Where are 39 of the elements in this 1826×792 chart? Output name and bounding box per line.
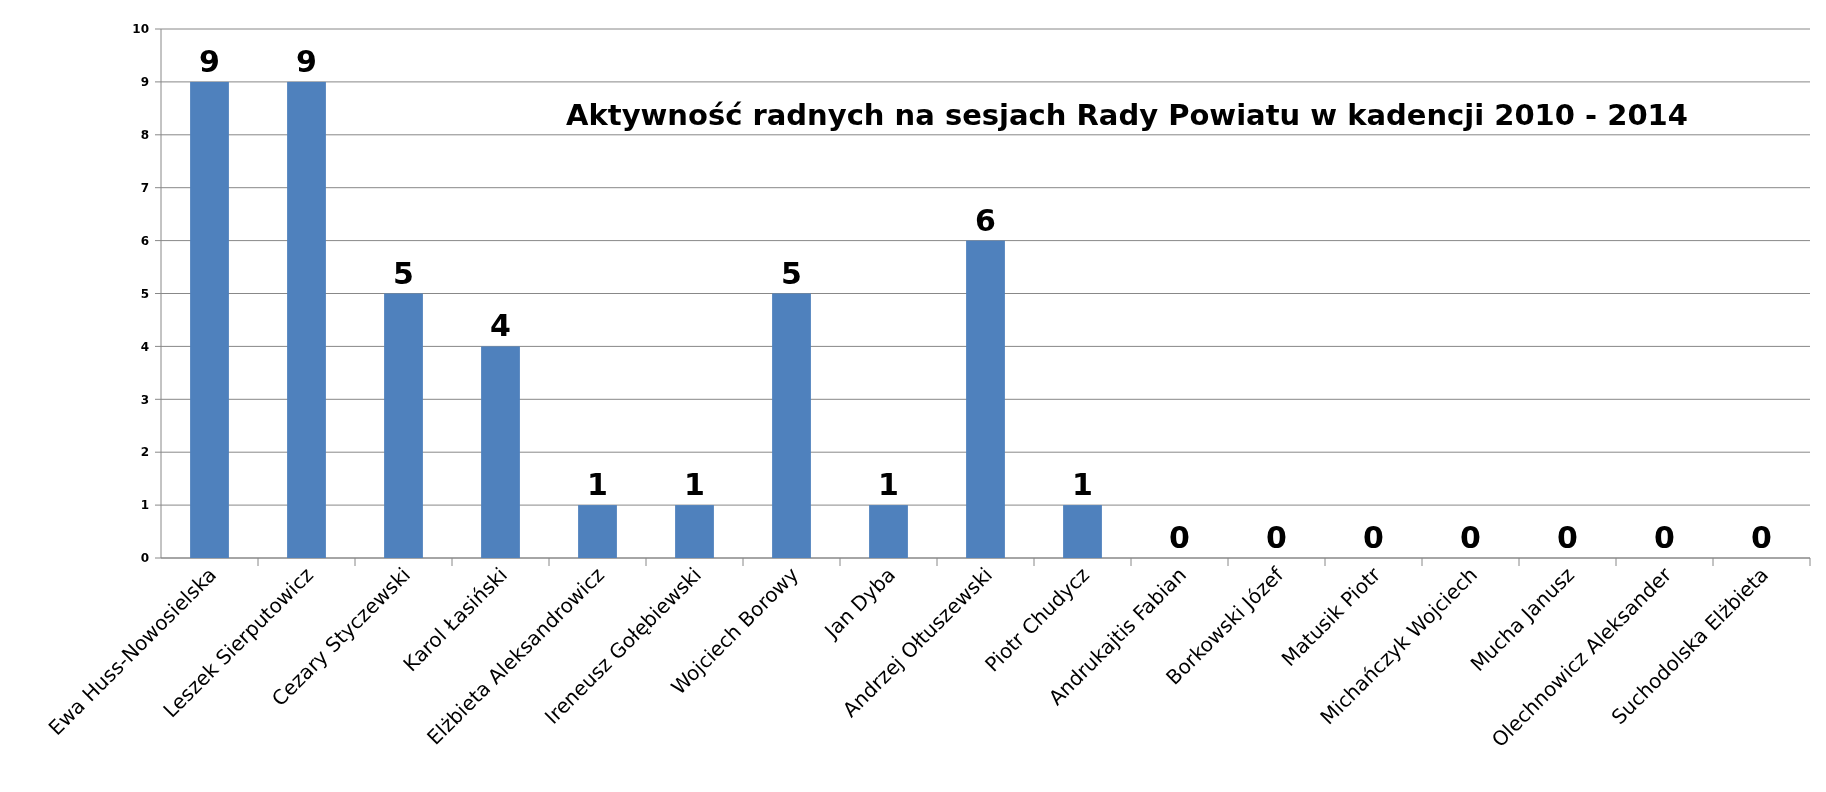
data-label: 9 [199, 43, 220, 79]
data-label: 0 [1751, 520, 1772, 555]
bar [578, 505, 617, 558]
data-label: 4 [490, 308, 511, 344]
y-tick-label: 10 [132, 22, 149, 37]
data-label: 1 [1072, 467, 1093, 503]
bar [287, 81, 326, 558]
bar [966, 240, 1005, 558]
y-tick-label: 1 [140, 498, 149, 513]
y-tick-label: 3 [140, 392, 149, 407]
data-label: 0 [1266, 520, 1287, 555]
y-tick-label: 9 [140, 75, 149, 90]
bar [481, 346, 520, 558]
bar [675, 505, 714, 558]
y-tick-label: 8 [140, 128, 149, 142]
data-label: 1 [684, 467, 705, 503]
y-tick-label: 0 [140, 551, 149, 566]
data-label: 0 [1654, 520, 1675, 555]
data-label: 1 [587, 467, 608, 503]
data-label: 0 [1460, 520, 1481, 555]
y-tick-label: 6 [140, 233, 149, 248]
data-label: 5 [393, 255, 414, 291]
data-label: 6 [975, 202, 996, 238]
bar [869, 505, 908, 558]
y-tick-label: 7 [140, 180, 149, 195]
bar [190, 81, 229, 558]
text: Aktywność radnych na sesjach Rady Powiatu w kadencji 2010 - 2014 [566, 98, 1688, 132]
data-label: 0 [1169, 520, 1190, 555]
data-label: 1 [878, 467, 899, 503]
y-tick-label: 5 [140, 286, 149, 301]
y-tick-label: 2 [140, 445, 149, 460]
data-label: 0 [1557, 520, 1578, 555]
bar [384, 293, 423, 558]
y-tick-label: 4 [140, 339, 149, 354]
bar [772, 293, 811, 558]
data-label: 9 [296, 43, 317, 79]
data-label: 0 [1363, 520, 1384, 555]
bar [1063, 505, 1102, 558]
data-label: 5 [781, 255, 802, 291]
